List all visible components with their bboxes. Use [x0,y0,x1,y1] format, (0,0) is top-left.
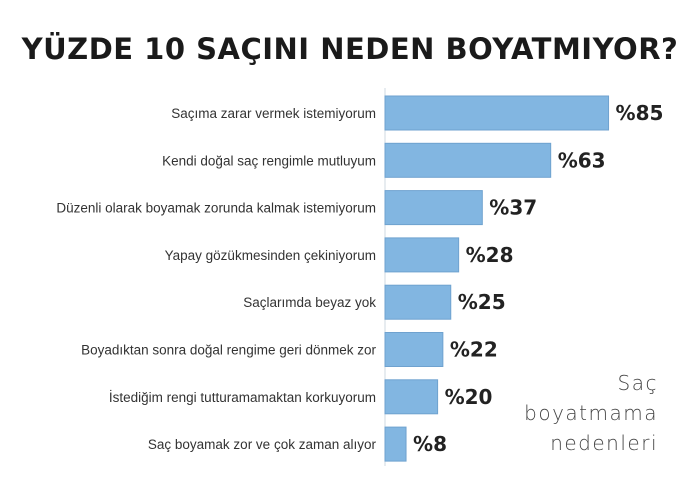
value-label-3: %37 [489,196,537,220]
bar-8 [384,426,407,462]
bars-group: Saçıma zarar vermek istemiyorum %85 Kendi … [56,95,664,462]
category-label-1: Saçıma zarar vermek istemiyorum [171,106,376,121]
bar-4 [384,237,460,273]
bar-5 [384,284,452,320]
category-label-3: Düzenli olarak boyamak zorunda kalmak is… [56,201,376,216]
annotation-line-2: boyatmama [524,401,658,425]
category-label-2: Kendi doğal saç rengimle mutluyum [162,153,376,168]
value-label-7: %20 [445,385,493,409]
chart-title: YÜZDE 10 SAÇINI NEDEN BOYATMIYOR? [21,32,679,66]
value-label-8: %8 [413,432,447,456]
category-label-7: İstediğim rengi tutturamamaktan korkuyor… [109,390,376,405]
annotation-line-1: Saç [617,371,658,395]
value-label-6: %22 [450,338,498,362]
value-label-2: %63 [558,148,606,172]
category-label-4: Yapay gözükmesinden çekiniyorum [165,248,376,263]
annotation-note: Saç boyatmama nedenleri [524,368,658,458]
bar-1 [384,95,610,131]
value-label-4: %28 [466,243,514,267]
category-label-5: Saçlarımda beyaz yok [243,295,376,310]
value-label-1: %85 [616,101,664,125]
bar-3 [384,190,483,226]
value-label-5: %25 [458,290,506,314]
category-label-6: Boyadıktan sonra doğal rengime geri dönm… [81,343,376,358]
bar-2 [384,142,552,178]
category-label-8: Saç boyamak zor ve çok zaman alıyor [148,437,377,452]
bar-7 [384,379,439,415]
bar-6 [384,332,444,367]
annotation-line-3: nedenleri [550,431,658,455]
